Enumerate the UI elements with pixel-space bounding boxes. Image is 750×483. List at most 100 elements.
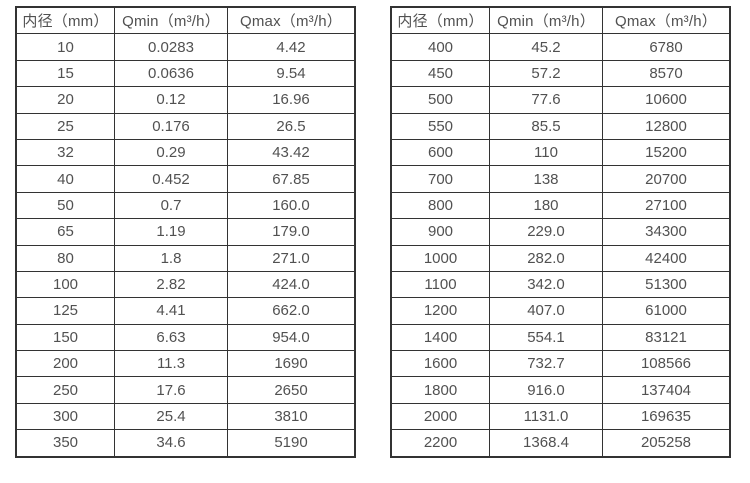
- table-row: 80 1.8 271.0: [15, 244, 356, 272]
- table-cell: 229.0: [489, 218, 603, 246]
- table-cell: 85.5: [489, 112, 603, 140]
- table-row: 2000 1131.0 169635: [390, 402, 731, 431]
- table-cell: 1800: [390, 376, 490, 404]
- table-cell: 732.7: [489, 350, 603, 378]
- header-cell: 内径（mm）: [390, 6, 490, 35]
- table-row: 2200 1368.4 205258: [390, 429, 731, 458]
- table-row: 550 85.5 12800: [390, 112, 731, 140]
- table-cell: 6780: [602, 33, 731, 61]
- table-cell: 2650: [227, 376, 356, 404]
- table-cell: 662.0: [227, 297, 356, 325]
- table-cell: 205258: [602, 429, 731, 458]
- table-row: 300 25.4 3810: [15, 402, 356, 431]
- table-row: 600 110 15200: [390, 138, 731, 167]
- table-row: 250 17.6 2650: [15, 376, 356, 404]
- table-cell: 180: [489, 191, 603, 220]
- table-cell: 61000: [602, 297, 731, 325]
- table-row: 1600 732.7 108566: [390, 350, 731, 378]
- table-cell: 916.0: [489, 376, 603, 404]
- table-cell: 1000: [390, 244, 490, 272]
- table-cell: 1100: [390, 270, 490, 299]
- table-cell: 5190: [227, 429, 356, 458]
- table-cell: 200: [15, 350, 115, 378]
- table-cell: 100: [15, 270, 115, 299]
- table-cell: 250: [15, 376, 115, 404]
- table-cell: 67.85: [227, 165, 356, 193]
- table-row: 1000 282.0 42400: [390, 244, 731, 272]
- table-cell: 83121: [602, 323, 731, 352]
- table-cell: 550: [390, 112, 490, 140]
- table-cell: 50: [15, 191, 115, 220]
- table-cell: 108566: [602, 350, 731, 378]
- table-cell: 25: [15, 112, 115, 140]
- table-cell: 4.41: [114, 297, 228, 325]
- table-cell: 0.0283: [114, 33, 228, 61]
- table-cell: 160.0: [227, 191, 356, 220]
- table-cell: 1368.4: [489, 429, 603, 458]
- table-cell: 282.0: [489, 244, 603, 272]
- table-cell: 77.6: [489, 86, 603, 114]
- table-cell: 4.42: [227, 33, 356, 61]
- table-cell: 1131.0: [489, 402, 603, 431]
- table-cell: 400: [390, 33, 490, 61]
- flow-spec-table-right: 内径（mm） Qmin（m³/h） Qmax（m³/h） 400 45.2 6780 450…: [390, 6, 731, 458]
- table-cell: 2.82: [114, 270, 228, 299]
- table-cell: 179.0: [227, 218, 356, 246]
- table-cell: 137404: [602, 376, 731, 404]
- table-cell: 15200: [602, 138, 731, 167]
- table-row: 15 0.0636 9.54: [15, 59, 356, 88]
- table-cell: 700: [390, 165, 490, 193]
- table-cell: 0.452: [114, 165, 228, 193]
- table-row: 500 77.6 10600: [390, 86, 731, 114]
- table-cell: 17.6: [114, 376, 228, 404]
- table-cell: 0.176: [114, 112, 228, 140]
- table-row: 200 11.3 1690: [15, 350, 356, 378]
- table-cell: 1200: [390, 297, 490, 325]
- table-cell: 0.7: [114, 191, 228, 220]
- table-cell: 27100: [602, 191, 731, 220]
- table-row: 1100 342.0 51300: [390, 270, 731, 299]
- table-cell: 169635: [602, 402, 731, 431]
- table-row: 20 0.12 16.96: [15, 86, 356, 114]
- table-cell: 450: [390, 59, 490, 88]
- table-cell: 34300: [602, 218, 731, 246]
- table-row: 40 0.452 67.85: [15, 165, 356, 193]
- table-cell: 1400: [390, 323, 490, 352]
- table-cell: 125: [15, 297, 115, 325]
- table-row: 1200 407.0 61000: [390, 297, 731, 325]
- table-cell: 350: [15, 429, 115, 458]
- table-row: 125 4.41 662.0: [15, 297, 356, 325]
- table-cell: 57.2: [489, 59, 603, 88]
- table-cell: 12800: [602, 112, 731, 140]
- table-cell: 0.29: [114, 138, 228, 167]
- table-cell: 138: [489, 165, 603, 193]
- table-row: 1800 916.0 137404: [390, 376, 731, 404]
- header-cell: Qmax（m³/h）: [602, 6, 731, 35]
- table-cell: 271.0: [227, 244, 356, 272]
- table-cell: 150: [15, 323, 115, 352]
- table-row: 10 0.0283 4.42: [15, 33, 356, 61]
- table-cell: 34.6: [114, 429, 228, 458]
- table-cell: 8570: [602, 59, 731, 88]
- table-cell: 3810: [227, 402, 356, 431]
- header-cell: Qmin（m³/h）: [489, 6, 603, 35]
- table-cell: 20: [15, 86, 115, 114]
- header-cell: 内径（mm）: [15, 6, 115, 35]
- table-cell: 26.5: [227, 112, 356, 140]
- table-cell: 42400: [602, 244, 731, 272]
- header-row: 内径（mm） Qmin（m³/h） Qmax（m³/h）: [390, 6, 731, 35]
- table-row: 150 6.63 954.0: [15, 323, 356, 352]
- table-cell: 2000: [390, 402, 490, 431]
- table-row: 400 45.2 6780: [390, 33, 731, 61]
- table-cell: 40: [15, 165, 115, 193]
- table-cell: 0.0636: [114, 59, 228, 88]
- table-cell: 65: [15, 218, 115, 246]
- table-cell: 25.4: [114, 402, 228, 431]
- table-row: 350 34.6 5190: [15, 429, 356, 458]
- table-cell: 51300: [602, 270, 731, 299]
- table-cell: 600: [390, 138, 490, 167]
- table-row: 25 0.176 26.5: [15, 112, 356, 140]
- table-cell: 20700: [602, 165, 731, 193]
- header-row: 内径（mm） Qmin（m³/h） Qmax（m³/h）: [15, 6, 356, 35]
- table-cell: 32: [15, 138, 115, 167]
